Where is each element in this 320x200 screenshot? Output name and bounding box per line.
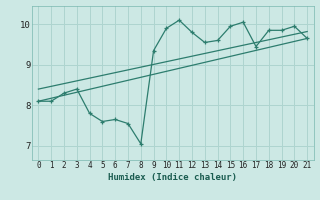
X-axis label: Humidex (Indice chaleur): Humidex (Indice chaleur): [108, 173, 237, 182]
